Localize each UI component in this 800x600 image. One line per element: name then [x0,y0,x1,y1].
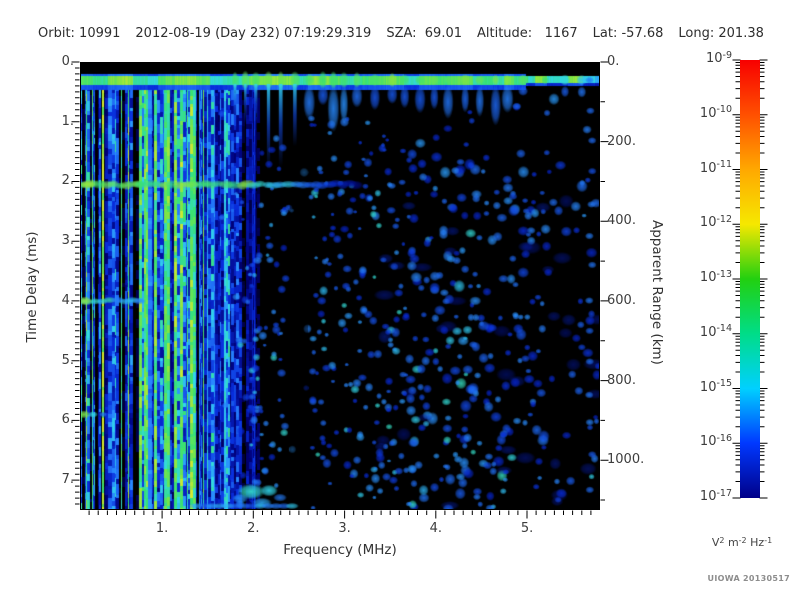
y-tick-label: 5. [61,352,74,368]
colorbar-tick-label: 10-16 [699,432,732,450]
colorbar-exponent: -12 [716,213,732,225]
colorbar-tick-label: 10-13 [699,268,732,286]
colorbar-exponent: -17 [716,487,732,499]
datetime-field: 2012-08-19 (Day 232) 07:19:29.319 [135,26,372,41]
latitude-field: Lat: -57.68 [592,26,664,41]
orbit-field: Orbit: 10991 [38,26,121,41]
y-tick-label: 2. [61,173,74,189]
unit-exponent: 2 [719,535,725,545]
y2-tick-label: 800. [607,372,636,388]
colorbar-exponent: -9 [722,49,732,61]
x-tick-label: 2. [247,521,260,536]
credit-text: UIOWA 20130517 [707,574,790,583]
header-info: Orbit: 10991 2012-08-19 (Day 232) 07:19:… [38,26,764,41]
colorbar-tick-label: 10-10 [699,104,732,121]
y2-tick-label: 1000. [607,452,645,468]
colorbar-units-label: V2 m-2 Hz-1 [711,535,773,550]
y2-axis-title: Apparent Range (km) [649,220,665,365]
altitude-field: Altitude: 1167 [477,26,578,41]
ionogram-heatmap [80,62,600,510]
y-tick-label: 7. [61,472,74,488]
y-axis-title: Time Delay (ms) [24,231,40,343]
colorbar-exponent: -11 [716,159,732,170]
colorbar-tick-label: 10-12 [699,213,732,231]
colorbar-exponent: -10 [716,104,732,116]
unit-exponent: -1 [764,535,773,545]
x-tick-label: 4. [429,521,442,536]
colorbar-tick-label: 10-17 [699,487,732,505]
y-tick-label: 3. [61,233,74,249]
sza-field: SZA: 69.01 [386,26,462,41]
y-tick-label: 0. [61,54,74,69]
longitude-field: Long: 201.38 [678,26,764,41]
x-axis-title: Frequency (MHz) [283,542,397,558]
y-tick-label: 6. [61,412,74,428]
x-tick-label: 5. [520,521,534,536]
y-tick-label: 1. [61,113,74,129]
unit-exponent: -2 [738,535,747,545]
y2-tick-label: 200. [607,133,636,149]
y2-tick-label: 600. [607,292,636,308]
colorbar-tick-label: 10-9 [705,49,732,67]
colorbar-tick-label: 10-11 [699,159,732,176]
y2-tick-label: 0. [607,54,620,69]
x-tick-label: 3. [338,521,351,536]
colorbar-tick-label: 10-14 [699,323,732,340]
colorbar-exponent: -16 [716,432,732,444]
colorbar-gradient [740,60,760,498]
colorbar-exponent: -15 [716,378,732,389]
y2-tick-label: 400. [607,213,636,229]
y-tick-label: 4. [61,292,74,308]
x-tick-label: 1. [155,521,169,536]
colorbar-exponent: -14 [716,323,732,335]
colorbar-exponent: -13 [716,268,732,280]
colorbar-tick-label: 10-15 [699,378,732,395]
